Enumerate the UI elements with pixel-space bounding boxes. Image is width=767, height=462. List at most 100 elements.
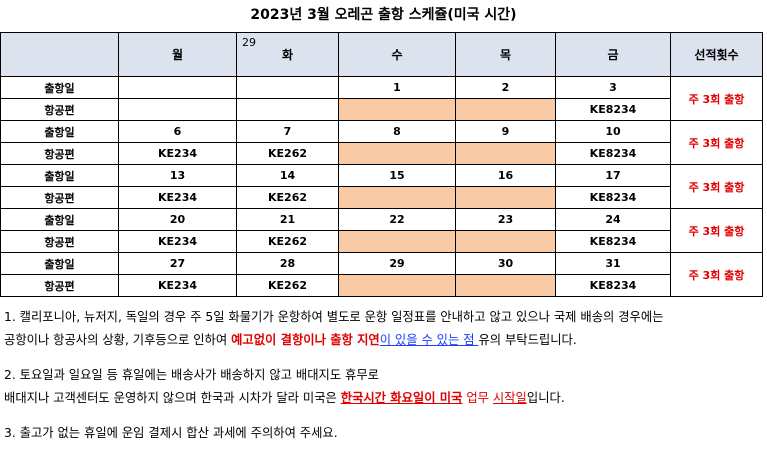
date-cell: 23: [455, 208, 556, 231]
schedule-table: 월 29 화 수 목 금 선적횟수 출항일 1 2 3 주 3회 출항 항공편 KE8234 출…: [0, 32, 763, 297]
date-cell: 21: [236, 208, 339, 231]
table-row: 항공편 KE234 KE262 KE8234: [0, 274, 763, 297]
flight-cell: [455, 230, 556, 253]
note-2-highlight: 한국시간 화요일이 미국: [340, 391, 463, 405]
date-cell: [236, 76, 339, 99]
row-label-date: 출항일: [0, 252, 119, 275]
frequency-cell: 주 3회 출항: [670, 252, 763, 297]
table-row: 출항일 6 7 8 9 10 주 3회 출항: [0, 120, 763, 165]
flight-cell: [118, 98, 237, 121]
header-day-tue: 29 화: [236, 32, 339, 77]
flight-cell: KE8234: [555, 274, 671, 297]
flight-cell: [338, 230, 456, 253]
flight-cell: [455, 186, 556, 209]
date-cell: 13: [118, 164, 237, 187]
note-1-warning: 예고없이 결항이나 출항 지연: [231, 333, 380, 347]
note-1-text-b: 유의 부탁드립니다.: [478, 333, 577, 347]
table-row: 출항일 27 28 29 30 31 주 3회 출항: [0, 252, 763, 297]
date-cell: 27: [118, 252, 237, 275]
flight-cell: KE262: [236, 186, 339, 209]
flight-cell: KE234: [118, 274, 237, 297]
note-2-line-1: 2. 토요일과 일요일 등 휴일에는 배송사가 배송하지 않고 배대지도 휴무로: [4, 368, 379, 382]
date-cell: 3: [555, 76, 671, 99]
table-row: 항공편 KE234 KE262 KE8234: [0, 186, 763, 209]
note-1-line-2: 공항이나 항공사의 상황, 기후등으로 인하여 예고없이 결항이나 출항 지연이…: [4, 329, 764, 352]
note-2-text-a: 배대지나 고객센터도 운영하지 않으며 한국과 시차가 달라 미국은: [4, 391, 341, 405]
row-label-flight: 항공편: [0, 142, 119, 165]
frequency-cell: 주 3회 출항: [670, 120, 763, 165]
date-cell: [118, 76, 237, 99]
flight-cell: KE262: [236, 230, 339, 253]
date-cell: 29: [338, 252, 456, 275]
flight-cell: [338, 142, 456, 165]
row-label-flight: 항공편: [0, 186, 119, 209]
header-day-thu: 목: [455, 32, 556, 77]
note-1-warning-tail: 이 있을 수 있는 점: [379, 333, 479, 347]
header-day-mon: 월: [118, 32, 237, 77]
row-label-date: 출항일: [0, 76, 119, 99]
flight-cell: [338, 98, 456, 121]
flight-cell: [455, 274, 556, 297]
flight-cell: KE8234: [555, 230, 671, 253]
note-1-line-1: 1. 캘리포니아, 뉴저지, 독일의 경우 주 5일 화물기가 운항하여 별도로…: [4, 310, 664, 324]
notes: 1. 캘리포니아, 뉴저지, 독일의 경우 주 5일 화물기가 운항하여 별도로…: [4, 306, 764, 445]
row-label-flight: 항공편: [0, 230, 119, 253]
flight-cell: [338, 274, 456, 297]
flight-cell: KE262: [236, 274, 339, 297]
note-2-text-b: 입니다.: [526, 391, 565, 405]
table-row: 출항일 1 2 3 주 3회 출항: [0, 76, 763, 121]
note-2-start-day: 시작일: [492, 391, 527, 405]
frequency-cell: 주 3회 출항: [670, 208, 763, 253]
date-cell: 8: [338, 120, 456, 143]
flight-cell: KE8234: [555, 186, 671, 209]
date-cell: 9: [455, 120, 556, 143]
row-label-date: 출항일: [0, 164, 119, 187]
row-label-date: 출항일: [0, 208, 119, 231]
date-cell: 14: [236, 164, 339, 187]
note-3: 3. 출고가 없는 휴일에 운임 결제시 합산 과세에 주의하여 주세요.: [4, 426, 338, 440]
date-cell: 24: [555, 208, 671, 231]
header-day-fri: 금: [555, 32, 671, 77]
flight-cell: [455, 142, 556, 165]
date-cell: 28: [236, 252, 339, 275]
note-2-line-2: 배대지나 고객센터도 운영하지 않으며 한국과 시차가 달라 미국은 한국시간 …: [4, 387, 764, 410]
header-row: 월 29 화 수 목 금 선적횟수: [0, 32, 763, 77]
date-cell: 20: [118, 208, 237, 231]
page-title: 2023년 3월 오레곤 출항 스케쥴(미국 시간): [250, 7, 517, 23]
date-cell: 1: [338, 76, 456, 99]
table-row: 항공편 KE234 KE262 KE8234: [0, 230, 763, 253]
flight-cell: KE234: [118, 230, 237, 253]
row-label-flight: 항공편: [0, 98, 119, 121]
date-cell: 17: [555, 164, 671, 187]
flight-cell: [455, 98, 556, 121]
header-frequency: 선적횟수: [670, 32, 763, 77]
frequency-cell: 주 3회 출항: [670, 76, 763, 121]
table-row: 출항일 20 21 22 23 24 주 3회 출항: [0, 208, 763, 253]
header-corner-number: 29: [242, 36, 256, 49]
flight-cell: KE8234: [555, 142, 671, 165]
table-row: 항공편 KE8234: [0, 98, 763, 121]
date-cell: 16: [455, 164, 556, 187]
row-label-date: 출항일: [0, 120, 119, 143]
date-cell: 7: [236, 120, 339, 143]
date-cell: 22: [338, 208, 456, 231]
note-2-business: 업무: [466, 391, 489, 405]
flight-cell: [338, 186, 456, 209]
flight-cell: [236, 98, 339, 121]
header-day-wed: 수: [338, 32, 456, 77]
date-cell: 2: [455, 76, 556, 99]
flight-cell: KE234: [118, 186, 237, 209]
flight-cell: KE262: [236, 142, 339, 165]
note-1-text-a: 공항이나 항공사의 상황, 기후등으로 인하여: [4, 333, 232, 347]
table-row: 출항일 13 14 15 16 17 주 3회 출항: [0, 164, 763, 209]
flight-cell: KE8234: [555, 98, 671, 121]
date-cell: 6: [118, 120, 237, 143]
date-cell: 15: [338, 164, 456, 187]
header-day-tue-label: 화: [281, 48, 294, 62]
row-label-flight: 항공편: [0, 274, 119, 297]
date-cell: 30: [455, 252, 556, 275]
table-row: 항공편 KE234 KE262 KE8234: [0, 142, 763, 165]
date-cell: 31: [555, 252, 671, 275]
date-cell: 10: [555, 120, 671, 143]
header-corner: [0, 32, 119, 77]
